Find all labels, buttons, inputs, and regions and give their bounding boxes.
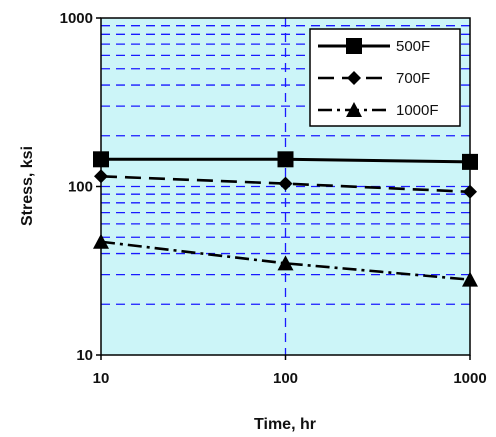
legend-entry: 1000F bbox=[318, 102, 439, 119]
series-1000f bbox=[93, 233, 478, 287]
data-point-diamond bbox=[94, 169, 108, 184]
legend-label: 500F bbox=[396, 38, 430, 55]
legend: 500F 700F 1000F bbox=[309, 28, 461, 127]
data-point-square bbox=[277, 151, 294, 168]
legend-label: 1000F bbox=[396, 102, 439, 119]
data-point-diamond bbox=[278, 176, 293, 191]
legend-label: 700F bbox=[396, 70, 430, 87]
y-tick-label: 10 bbox=[76, 347, 93, 364]
data-point-triangle bbox=[93, 233, 109, 249]
y-tick-label: 1000 bbox=[60, 10, 93, 27]
x-tick-label: 10 bbox=[93, 370, 110, 387]
legend-entry: 500F bbox=[318, 38, 430, 55]
series-line bbox=[100, 174, 471, 194]
data-point-triangle bbox=[462, 271, 478, 287]
series-700f bbox=[94, 169, 477, 199]
y-axis-title: Stress, ksi bbox=[19, 146, 36, 226]
series-line bbox=[100, 240, 471, 281]
x-tick-label: 100 bbox=[273, 370, 298, 387]
legend-marker-square bbox=[346, 38, 362, 54]
data-point-diamond bbox=[463, 184, 477, 199]
legend-marker-triangle bbox=[346, 102, 362, 117]
data-point-triangle bbox=[277, 255, 294, 271]
y-tick-label: 100 bbox=[68, 179, 93, 196]
legend-marker-diamond bbox=[347, 71, 361, 85]
x-axis-title: Time, hr bbox=[254, 416, 316, 433]
data-point-square bbox=[93, 151, 109, 168]
x-tick-label: 1000 bbox=[453, 370, 486, 387]
axis-ticks: 10 100 1000 10 100 1000 bbox=[60, 10, 487, 387]
data-point-square bbox=[462, 153, 478, 170]
series-layer bbox=[93, 151, 478, 287]
series-500f bbox=[93, 151, 478, 170]
legend-entry: 700F bbox=[318, 70, 430, 87]
